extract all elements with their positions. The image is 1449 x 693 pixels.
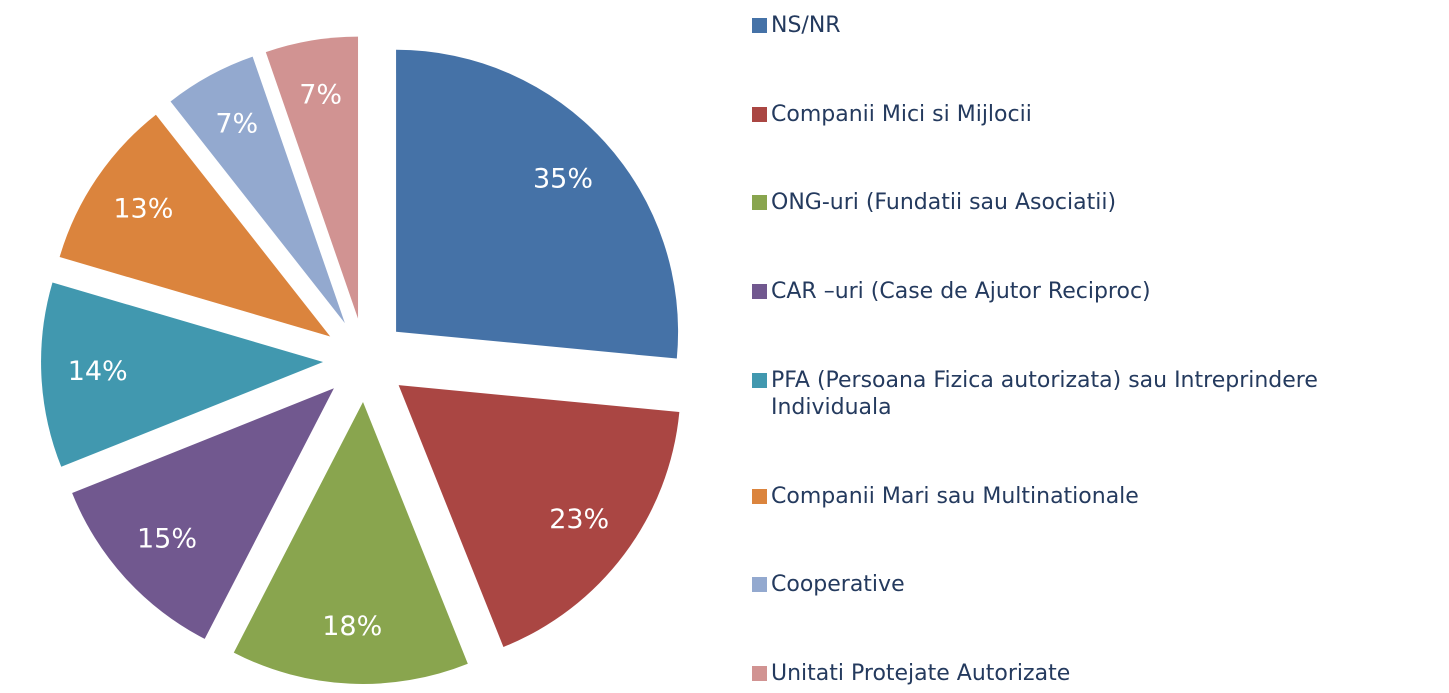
legend-swatch [752, 372, 767, 388]
legend-swatch [752, 488, 767, 504]
legend-item: Companii Mici si Mijlocii [752, 101, 1442, 128]
legend: NS/NR Companii Mici si Mijlocii ONG-uri (F… [752, 12, 1442, 687]
pie-slice [396, 49, 679, 359]
data-label: 35% [533, 163, 593, 194]
legend-swatch [752, 18, 767, 33]
data-label: 14% [68, 356, 128, 387]
data-label: 7% [299, 80, 342, 111]
legend-label: PFA (Persoana Fizica autorizata) sau Int… [771, 367, 1318, 420]
pie-slice [265, 36, 359, 319]
data-label: 15% [137, 524, 197, 555]
pie-slice [72, 388, 334, 639]
legend-swatch [752, 577, 767, 593]
legend-label: NS/NR [771, 13, 841, 38]
legend-item: ONG-uri (Fundatii sau Asociatii) [752, 189, 1442, 216]
legend-item: Cooperative [752, 571, 1442, 598]
legend-label: Unitati Protejate Autorizate [771, 660, 1071, 686]
legend-label: Companii Mari sau Multinationale [771, 483, 1139, 509]
legend-item: Unitati Protejate Autorizate [752, 660, 1442, 687]
legend-label: CAR –uri (Case de Ajutor Reciproc) [771, 279, 1151, 305]
pie-slice [398, 385, 680, 647]
data-label: 13% [113, 194, 173, 225]
pie-slice [59, 114, 331, 337]
legend-swatch [752, 665, 767, 681]
legend-swatch [752, 195, 767, 211]
legend-item: NS/NR [752, 12, 1442, 39]
data-label: 7% [215, 109, 258, 140]
pie-slice [170, 56, 345, 324]
legend-item: CAR –uri (Case de Ajutor Reciproc) [752, 278, 1442, 305]
data-label: 18% [322, 611, 382, 642]
data-label: 23% [549, 504, 609, 535]
chart: 35% 23% 18% 15% 14% 13% 7% 7% [41, 36, 680, 684]
pie-slice [233, 401, 468, 684]
pie-slice [41, 282, 324, 467]
legend-label: Companii Mici si Mijlocii [771, 101, 1032, 127]
legend-label: Cooperative [771, 572, 905, 598]
legend-swatch [752, 106, 767, 122]
legend-item: Companii Mari sau Multinationale [752, 483, 1442, 510]
legend-label: ONG-uri (Fundatii sau Asociatii) [771, 190, 1117, 216]
legend-item: PFA (Persoana Fizica autorizata) sau Int… [752, 367, 1442, 421]
legend-swatch [752, 284, 767, 300]
